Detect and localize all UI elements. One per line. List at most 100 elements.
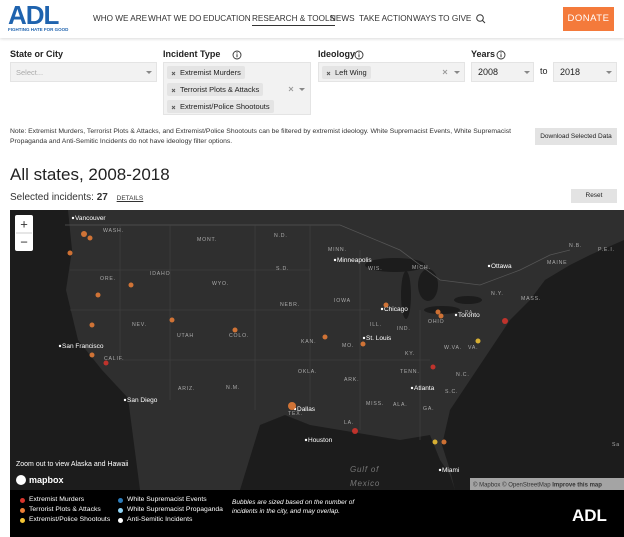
- incident-bubble[interactable]: [430, 364, 436, 370]
- legend-logo: ADL: [572, 506, 607, 525]
- region-label: N.B.: [569, 243, 582, 249]
- region-label: S.D.: [276, 266, 289, 272]
- attribution-bg: [470, 478, 624, 490]
- border: [65, 224, 571, 286]
- dropdown-arrow[interactable]: [298, 87, 306, 92]
- incident-bubble[interactable]: [232, 327, 238, 333]
- city-label: San Francisco: [62, 343, 104, 350]
- dropdown-arrow[interactable]: [605, 70, 613, 75]
- city-dot: [454, 313, 458, 317]
- remove-icon[interactable]: [442, 69, 448, 75]
- nav-item[interactable]: WHAT WE DO: [148, 14, 202, 23]
- city-dot: [380, 307, 384, 311]
- legend-label: Extremist Murders: [29, 496, 85, 503]
- region-label: VA.: [468, 345, 478, 351]
- incident-bubble[interactable]: [475, 338, 481, 344]
- region-label: GA.: [423, 406, 434, 412]
- zoom-out[interactable]: −: [20, 234, 28, 249]
- incident-bubble[interactable]: [89, 352, 95, 358]
- zoom-in[interactable]: +: [20, 216, 28, 231]
- incident-bubble[interactable]: [288, 402, 296, 410]
- incident-bubble[interactable]: [87, 235, 93, 241]
- city-label: Vancouver: [75, 215, 106, 222]
- incident-bubble[interactable]: [103, 360, 109, 366]
- year-to-select[interactable]: 2018: [553, 62, 617, 82]
- incident-bubble[interactable]: [432, 439, 438, 445]
- dropdown-arrow[interactable]: [523, 70, 531, 75]
- nav-item[interactable]: WAYS TO GIVE: [413, 14, 472, 23]
- mapbox-icon: [16, 475, 26, 485]
- incident-bubble[interactable]: [352, 428, 358, 434]
- remove-icon[interactable]: [326, 71, 331, 76]
- map[interactable]: Vancouver WASH. MONT. N.D. MINN. Minneapolis W…: [10, 210, 624, 490]
- region-label: N.Y.: [491, 291, 504, 297]
- info-icon[interactable]: [496, 50, 506, 60]
- incident-bubble[interactable]: [95, 292, 101, 298]
- info-icon[interactable]: [354, 50, 364, 60]
- city-label: San Diego: [127, 397, 158, 404]
- nav-item[interactable]: TAKE ACTION: [359, 14, 413, 23]
- incident-bubble[interactable]: [128, 282, 134, 288]
- legend-label: White Supremacist Events: [127, 496, 207, 503]
- incident-bubble[interactable]: [441, 439, 447, 445]
- tagline: FIGHTING HATE FOR GOOD: [8, 27, 69, 32]
- tag[interactable]: Left Wing: [322, 66, 371, 79]
- year-separator: to: [540, 66, 548, 76]
- location-select[interactable]: Select...: [10, 62, 157, 82]
- legend-label: Terrorist Plots & Attacks: [29, 506, 101, 513]
- attribution: © Mapbox © OpenStreetMap Improve this ma…: [473, 482, 602, 489]
- incident-bubble[interactable]: [383, 302, 389, 308]
- incident-bubble[interactable]: [435, 309, 441, 315]
- incident-bubble[interactable]: [67, 250, 73, 256]
- ideology-select[interactable]: Left Wing: [318, 62, 465, 82]
- remove-icon[interactable]: [171, 105, 176, 110]
- city-dot: [58, 344, 62, 348]
- nav-item[interactable]: EDUCATION: [203, 14, 251, 23]
- incident-bubble[interactable]: [502, 318, 508, 324]
- tag[interactable]: Extremist Murders: [167, 66, 245, 79]
- incident-bubble[interactable]: [360, 341, 366, 347]
- region-label: CALIF.: [104, 356, 124, 362]
- dropdown-arrow[interactable]: [453, 70, 461, 75]
- attribution-item[interactable]: © OpenStreetMap: [502, 482, 551, 489]
- incident-type-select[interactable]: Extremist Murders Terrorist Plots & Attac…: [163, 62, 311, 115]
- search-icon[interactable]: [475, 13, 486, 24]
- incident-bubble[interactable]: [81, 231, 87, 237]
- remove-icon[interactable]: [171, 88, 176, 93]
- incident-bubble[interactable]: [169, 317, 175, 323]
- nav-item[interactable]: RESEARCH & TOOLS: [252, 14, 335, 26]
- nav-item[interactable]: NEWS: [330, 14, 355, 23]
- nav-item[interactable]: WHO WE ARE: [93, 14, 148, 23]
- filter-label: Ideology: [318, 49, 356, 59]
- selected-line: Selected incidents: 27 DETAILS: [10, 192, 143, 203]
- city-label: Chicago: [384, 306, 408, 313]
- incident-bubble[interactable]: [322, 334, 328, 340]
- region-label: OHIO: [428, 319, 444, 325]
- state-lines: [70, 225, 430, 440]
- region-label: KY.: [405, 351, 415, 357]
- region-label: LA.: [344, 420, 354, 426]
- mapbox-logo[interactable]: mapbox: [29, 475, 64, 485]
- tag[interactable]: Terrorist Plots & Attacks: [167, 83, 264, 96]
- region-label: MO.: [342, 343, 354, 349]
- incident-bubble[interactable]: [89, 322, 95, 328]
- details-link[interactable]: DETAILS: [116, 195, 144, 202]
- region-label: ILL.: [370, 322, 382, 328]
- attribution-item[interactable]: Improve this map: [552, 483, 602, 489]
- info-icon[interactable]: [232, 50, 242, 60]
- city-dot: [487, 264, 491, 268]
- logo[interactable]: ADL: [8, 0, 59, 30]
- region-label: ARK.: [344, 377, 359, 383]
- dropdown-arrow[interactable]: [145, 70, 153, 75]
- year-from-select[interactable]: 2008: [471, 62, 534, 82]
- note: Note: Extremist Murders, Terrorist Plots…: [10, 128, 512, 145]
- tag[interactable]: Extremist/Police Shootouts: [167, 100, 274, 113]
- incident-bubble[interactable]: [438, 313, 444, 319]
- remove-icon[interactable]: [288, 86, 294, 92]
- attribution-item[interactable]: © Mapbox: [473, 482, 500, 489]
- reset-button[interactable]: Reset: [571, 189, 617, 203]
- remove-icon[interactable]: [171, 71, 176, 76]
- donate-button[interactable]: DONATE: [563, 7, 614, 31]
- download-button[interactable]: Download Selected Data: [535, 128, 617, 145]
